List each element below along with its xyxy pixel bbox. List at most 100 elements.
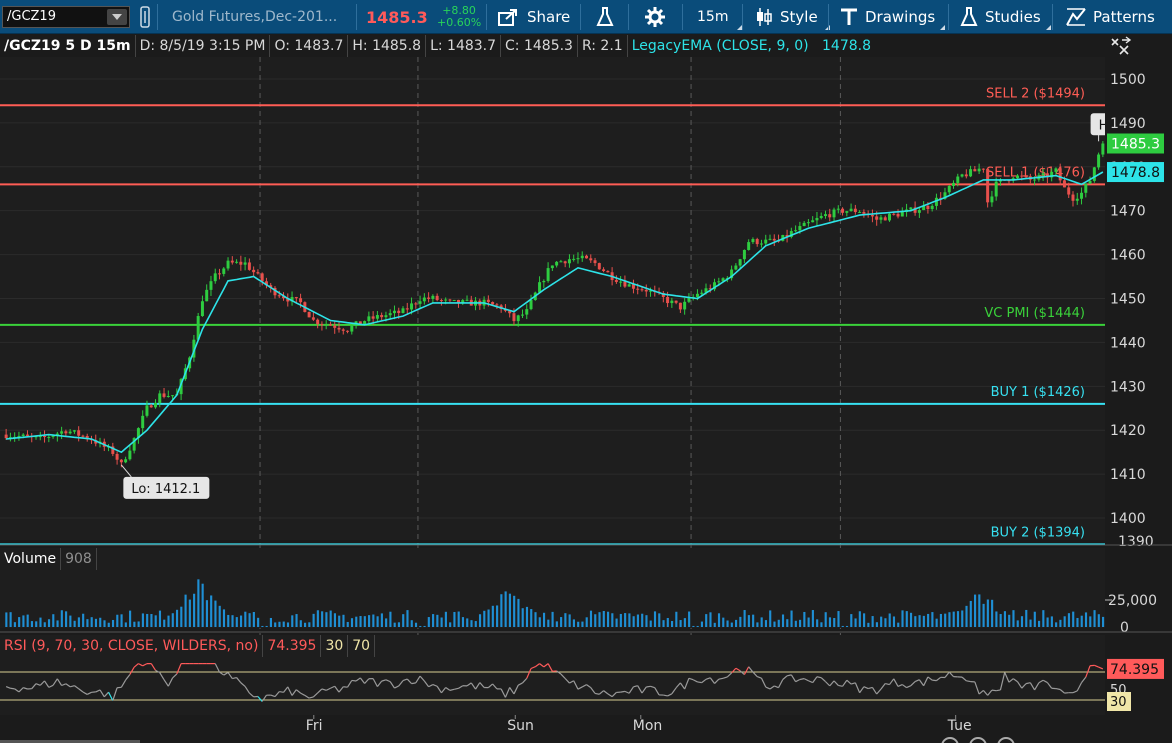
rsi-segment xyxy=(381,679,387,682)
candle-body xyxy=(785,235,789,237)
volume-bar xyxy=(1029,619,1032,627)
volume-bar xyxy=(402,614,405,627)
volume-bar xyxy=(965,605,968,627)
candle-body xyxy=(1067,187,1071,195)
rsi-segment xyxy=(1021,683,1027,689)
change-percent: +0.60% xyxy=(437,16,482,29)
candle-body xyxy=(230,260,234,263)
candle-body xyxy=(316,319,320,325)
volume-bar xyxy=(316,610,319,627)
volume-bar xyxy=(705,614,708,627)
rsi-segment xyxy=(31,683,37,690)
rsi-segment xyxy=(470,682,477,690)
rsi-segment xyxy=(594,692,600,695)
patterns-button[interactable]: Patterns xyxy=(1066,0,1155,34)
candle-body xyxy=(742,249,746,260)
volume-bar xyxy=(777,619,780,627)
time-axis[interactable]: Fri Sun Mon Tue xyxy=(306,715,972,734)
rsi-segment xyxy=(880,683,886,690)
rsi-title[interactable]: RSI (9, 70, 30, CLOSE, WILDERS, no) xyxy=(0,635,264,657)
drawings-button[interactable]: Drawings xyxy=(840,0,946,34)
candle-body xyxy=(516,315,520,322)
candle-body xyxy=(299,298,303,303)
candle-body xyxy=(738,259,742,266)
style-button[interactable]: Style xyxy=(755,0,830,34)
symbol-input[interactable]: /GCZ19 xyxy=(2,6,130,28)
candle-body xyxy=(21,434,25,436)
candle-body xyxy=(802,222,806,227)
rsi-segment xyxy=(846,679,852,685)
settings-gear-icon[interactable] xyxy=(645,0,665,34)
rsi-segment xyxy=(774,685,779,689)
chart-area[interactable]: SELL 2 ($1494)SELL 1 ($1476)VC PMI ($144… xyxy=(0,34,1172,743)
candle-body xyxy=(226,260,230,269)
time-tick: Tue xyxy=(947,718,972,734)
candle-body xyxy=(43,436,47,438)
link-icon[interactable] xyxy=(138,0,152,34)
volume-bar xyxy=(227,614,230,627)
rsi-segment xyxy=(876,688,882,695)
cursor-mode-icon[interactable] xyxy=(1110,36,1134,56)
candle-body xyxy=(422,297,426,302)
rsi-segment xyxy=(603,690,609,695)
volume-bar xyxy=(167,615,170,627)
price-tick: 1400 xyxy=(1110,511,1146,527)
rsi-segment xyxy=(18,687,24,693)
volume-bar xyxy=(141,613,144,627)
candle-body xyxy=(567,259,571,264)
volume-bar xyxy=(909,612,913,627)
volume-bar xyxy=(231,615,234,627)
rsi-segment xyxy=(760,677,767,688)
symbol-dropdown-icon[interactable] xyxy=(107,9,127,25)
rsi-segment xyxy=(556,670,562,675)
candle-body xyxy=(806,222,810,224)
candle-body xyxy=(674,300,678,303)
candle-body xyxy=(973,169,977,172)
candle-body xyxy=(981,168,985,170)
volume-bar xyxy=(483,610,486,627)
volume-bar xyxy=(282,621,285,627)
volume-bar xyxy=(184,594,187,627)
rsi-segment xyxy=(364,678,370,684)
volume-bar xyxy=(863,613,866,627)
rsi-segment xyxy=(620,690,626,693)
zoom-controls[interactable] xyxy=(941,737,1015,743)
timeframe-button[interactable]: 15m xyxy=(697,0,743,34)
lo-label: Lo: 1412.1 xyxy=(131,482,200,497)
price-axis[interactable]: 1500149014801470146014501440143014201410… xyxy=(1105,57,1172,550)
rsi-segment xyxy=(611,691,617,698)
volume-bar xyxy=(436,614,439,627)
volume-bar xyxy=(9,612,12,627)
rsi-segment xyxy=(850,682,856,685)
candle-body xyxy=(358,321,362,324)
volume-bar xyxy=(376,616,379,627)
candle-body xyxy=(414,303,418,305)
candle-body xyxy=(397,310,401,313)
studies-button[interactable]: Studies xyxy=(960,0,1051,34)
candle-body xyxy=(990,196,994,203)
volume-bar xyxy=(717,613,721,627)
ema-study-label[interactable]: LegacyEMA (CLOSE, 9, 0) 1478.8 xyxy=(628,35,875,57)
candle-body xyxy=(286,298,290,302)
candle-body xyxy=(1088,180,1092,184)
rsi-segment xyxy=(739,670,745,676)
volume-bar xyxy=(82,613,85,627)
volume-header: Volume 908 xyxy=(0,548,97,570)
rsi-segment xyxy=(150,663,157,671)
scroll-thumb[interactable] xyxy=(0,740,140,743)
rsi-segment xyxy=(808,680,813,684)
rsi-segment xyxy=(492,683,498,690)
candle-body xyxy=(888,213,891,221)
rsi-segment xyxy=(927,676,933,681)
candle-body xyxy=(849,208,853,212)
volume-bar xyxy=(841,625,844,627)
candle-body xyxy=(25,434,29,436)
volume-bar xyxy=(688,611,691,627)
volume-bar xyxy=(658,613,661,627)
candle-body xyxy=(209,281,213,290)
candle-body xyxy=(811,220,815,223)
candle-body xyxy=(529,300,533,310)
rsi-segment xyxy=(1059,689,1065,694)
share-button[interactable]: Share xyxy=(498,0,570,34)
flask-icon[interactable] xyxy=(596,0,614,34)
